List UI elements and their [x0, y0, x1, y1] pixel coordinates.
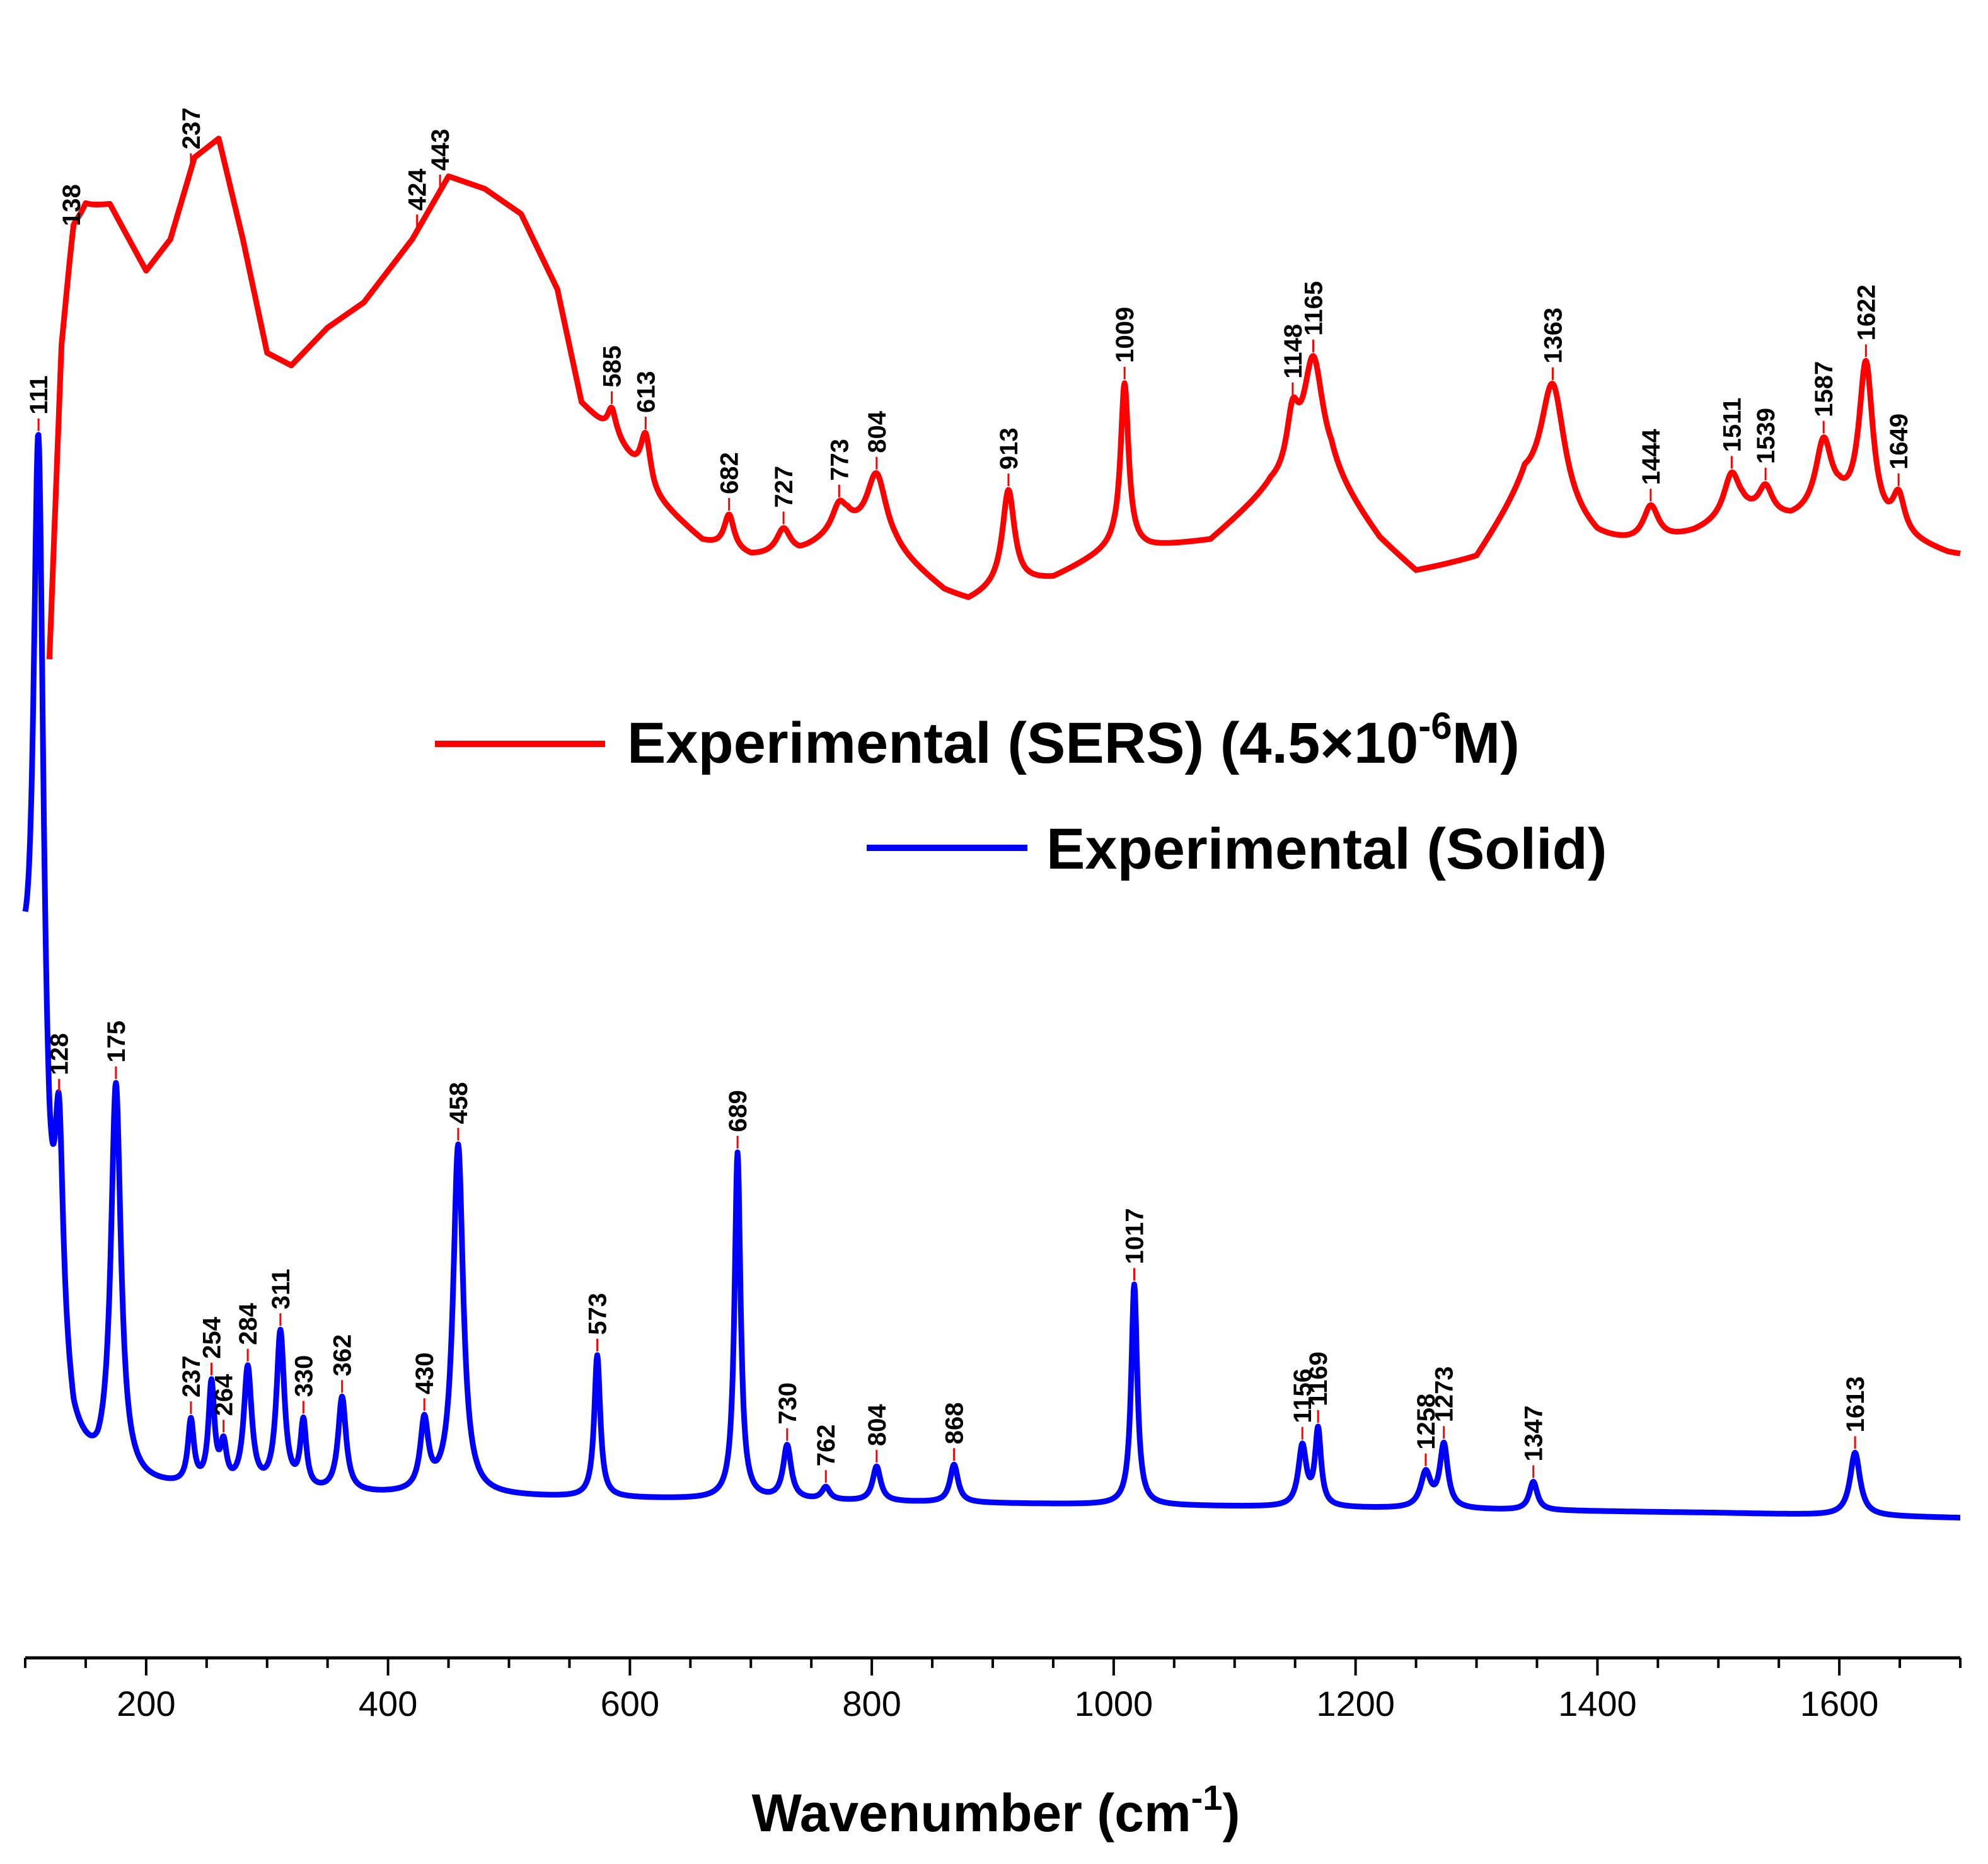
peak-label: 1009 — [1111, 307, 1139, 363]
peak-label: 1017 — [1121, 1208, 1148, 1264]
legend-sers-superscript: -6 — [1418, 705, 1452, 747]
peak-label: 1444 — [1638, 429, 1665, 485]
peak-label: 762 — [812, 1424, 840, 1466]
legend-item-sers: Experimental (SERS) (4.5×10-6M) — [435, 705, 1520, 775]
legend-sers-tail: M) — [1452, 711, 1520, 775]
peak-label: 1539 — [1752, 408, 1780, 464]
x-axis-title-main: Wavenumber (cm — [752, 1783, 1191, 1843]
peak-label: 1258 — [1413, 1394, 1440, 1450]
peak-label: 682 — [716, 452, 744, 494]
peak-label: 430 — [411, 1352, 439, 1394]
peak-label: 330 — [290, 1355, 318, 1398]
peak-label: 1169 — [1305, 1352, 1332, 1406]
x-axis-title-superscript: -1 — [1191, 1778, 1223, 1817]
peak-label: 311 — [267, 1269, 295, 1310]
peak-label: 237 — [178, 1355, 205, 1398]
peak-label: 1587 — [1810, 361, 1838, 417]
x-tick-label: 400 — [359, 1684, 417, 1723]
peak-label: 1363 — [1539, 308, 1567, 364]
x-tick-label: 600 — [601, 1684, 659, 1723]
peak-label: 1622 — [1852, 284, 1880, 340]
peak-label: 689 — [724, 1090, 752, 1132]
peak-label: 913 — [995, 427, 1023, 470]
peak-label: 585 — [599, 345, 627, 388]
x-tick-label: 1600 — [1800, 1684, 1879, 1723]
peak-label: 264 — [211, 1374, 238, 1416]
peak-label: 284 — [234, 1302, 262, 1345]
x-tick-label: 800 — [842, 1684, 901, 1723]
legend: Experimental (SERS) (4.5×10-6M) Experime… — [435, 705, 1607, 881]
peak-label: 1165 — [1300, 281, 1327, 336]
series-line-sers — [46, 136, 1963, 659]
peak-label: 773 — [826, 439, 853, 481]
peak-label: 362 — [329, 1334, 357, 1377]
peak-label: 1649 — [1885, 414, 1913, 470]
peak-label: 1613 — [1842, 1376, 1870, 1432]
peak-label: 237 — [178, 107, 205, 149]
peak-label: 128 — [46, 1033, 74, 1075]
peak-label: 1273 — [1431, 1366, 1459, 1422]
x-tick-label: 1000 — [1075, 1684, 1153, 1723]
peak-label: 730 — [774, 1382, 802, 1425]
peak-label: 111 — [25, 375, 53, 414]
peak-label: 138 — [58, 184, 86, 226]
legend-label-solid: Experimental (Solid) — [1046, 817, 1607, 881]
x-tick-label: 200 — [117, 1684, 175, 1723]
peak-label: 868 — [941, 1403, 969, 1445]
peak-label: 443 — [427, 129, 454, 171]
x-axis-title: Wavenumber (cm-1) — [752, 1778, 1240, 1843]
peak-label: 573 — [584, 1293, 612, 1335]
peak-label: 727 — [770, 466, 798, 508]
peak-label: 613 — [632, 371, 660, 413]
peak-label: 804 — [864, 1404, 891, 1446]
x-axis-title-end: ) — [1222, 1783, 1240, 1843]
peak-label: 1347 — [1520, 1405, 1548, 1461]
series-layer — [22, 136, 1963, 1521]
peak-label: 1511 — [1718, 398, 1746, 453]
peak-label: 1156 — [1289, 1369, 1317, 1423]
legend-sers-text: Experimental (SERS) (4.5×10 — [627, 711, 1418, 775]
series-line-solid — [22, 432, 1963, 1521]
peak-label: 804 — [864, 410, 891, 453]
legend-label-sers: Experimental (SERS) (4.5×10-6M) — [627, 705, 1520, 775]
x-tick-label: 1400 — [1558, 1684, 1637, 1723]
x-axis: 200 400 600 800 1000 1200 1400 1600 — [24, 1656, 1962, 1723]
peak-label: 254 — [198, 1316, 226, 1358]
x-tick-label: 1200 — [1316, 1684, 1395, 1723]
legend-item-solid: Experimental (Solid) — [867, 817, 1607, 881]
peak-label: 1148 — [1280, 324, 1307, 379]
peak-label: 175 — [103, 1021, 130, 1063]
peak-label: 424 — [404, 168, 432, 211]
peak-label: 458 — [445, 1082, 473, 1125]
